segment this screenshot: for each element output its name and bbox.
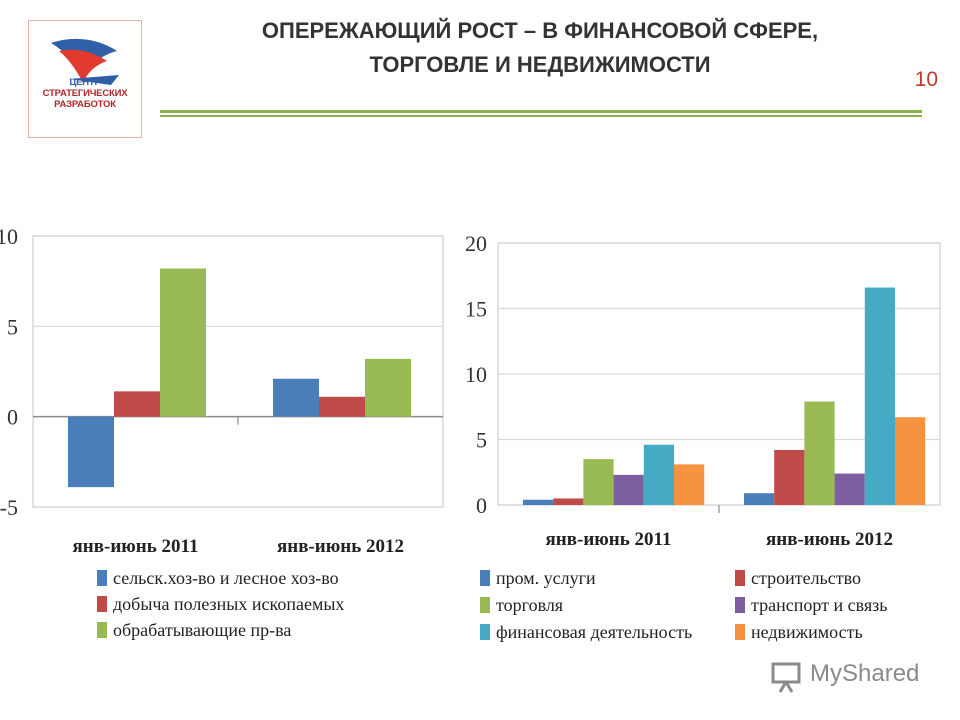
legend-swatch xyxy=(97,622,107,638)
legend-swatch xyxy=(735,570,745,586)
bar-1-1 xyxy=(523,499,554,505)
legend-swatch xyxy=(735,624,745,640)
presentation-icon xyxy=(771,662,801,693)
legend-label: обрабатывающие пр-ва xyxy=(113,620,291,640)
x-category-label: янв-июнь 2011 xyxy=(546,529,672,550)
legend-swatch xyxy=(480,570,490,586)
bar-2-1 xyxy=(114,391,160,417)
bar-6-2 xyxy=(895,417,926,505)
legend-swatch xyxy=(97,570,107,586)
legend-swatch xyxy=(97,596,107,612)
bar-5-1 xyxy=(643,444,674,505)
page-number: 10 xyxy=(914,68,938,91)
slide-title: ОПЕРЕЖАЮЩИЙ РОСТ – В ФИНАНСОВОЙ СФЕРЕ, Т… xyxy=(160,14,920,82)
y-tick-label: 15 xyxy=(465,297,487,322)
y-tick-label: 20 xyxy=(465,231,487,256)
logo-line3: РАЗРАБОТОК xyxy=(54,99,116,110)
title-divider-thin xyxy=(160,115,922,117)
legend-label: недвижимость xyxy=(751,622,863,642)
y-tick-label: 0 xyxy=(7,405,18,430)
bar-1-2 xyxy=(744,493,775,505)
chart-left: -5 0 5 10 янв-июнь 2011 янв-июнь 2012 сельск.х… xyxy=(0,224,444,640)
bar-4-1 xyxy=(613,474,644,505)
y-tick-label: 5 xyxy=(7,314,18,339)
bar-5-2 xyxy=(864,287,895,505)
y-tick-label: -5 xyxy=(0,495,18,520)
x-category-label: янв-июнь 2011 xyxy=(73,536,199,557)
y-tick-label: 0 xyxy=(476,493,487,518)
chart-right: 0 5 10 15 20 янв-июнь 2011 янв-июнь 2012 пром. … xyxy=(465,231,941,642)
bar-4-2 xyxy=(834,473,865,505)
bar-3-1 xyxy=(160,268,206,417)
title-line-1: ОПЕРЕЖАЮЩИЙ РОСТ – В ФИНАНСОВОЙ СФЕРЕ, xyxy=(261,18,819,43)
legend-label: торговля xyxy=(496,595,563,615)
bar-2-2 xyxy=(319,396,365,417)
legend-label: финансовая деятельность xyxy=(496,622,692,642)
bar-3-2 xyxy=(804,401,835,505)
title-line-2: ТОРГОВЛЕ И НЕДВИЖИМОСТИ xyxy=(369,52,711,77)
bar-6-1 xyxy=(674,464,705,505)
y-tick-label: 5 xyxy=(476,428,487,453)
bar-1-2 xyxy=(273,378,319,417)
watermark: MyShared xyxy=(770,656,940,696)
logo: ЦЕНТР СТРАТЕГИЧЕСКИХ РАЗРАБОТОК xyxy=(28,20,142,138)
legend-label: сельск.хоз-во и лесное хоз-во xyxy=(113,568,339,588)
y-tick-label: 10 xyxy=(465,362,487,387)
logo-sail-emblem xyxy=(51,38,119,85)
legend-label: строительство xyxy=(751,568,861,588)
x-category-label: янв-июнь 2012 xyxy=(277,536,404,557)
y-tick-label: 10 xyxy=(0,224,18,249)
bar-3-1 xyxy=(583,459,614,505)
bar-2-2 xyxy=(774,449,805,505)
x-category-label: янв-июнь 2012 xyxy=(766,529,893,550)
bar-1-1 xyxy=(68,416,114,488)
legend-label: транспорт и связь xyxy=(751,595,887,615)
legend-swatch xyxy=(735,597,745,613)
watermark-text: MyShared xyxy=(810,660,920,687)
bar-2-1 xyxy=(553,498,584,505)
legend-label: пром. услуги xyxy=(496,568,596,588)
title-divider xyxy=(160,110,922,113)
legend-label: добыча полезных ископаемых xyxy=(113,594,344,614)
bar-3-2 xyxy=(365,358,411,417)
logo-line2: СТРАТЕГИЧЕСКИХ xyxy=(42,88,128,99)
legend-swatch xyxy=(480,624,490,640)
legend-swatch xyxy=(480,597,490,613)
logo-line1: ЦЕНТР xyxy=(69,77,101,88)
